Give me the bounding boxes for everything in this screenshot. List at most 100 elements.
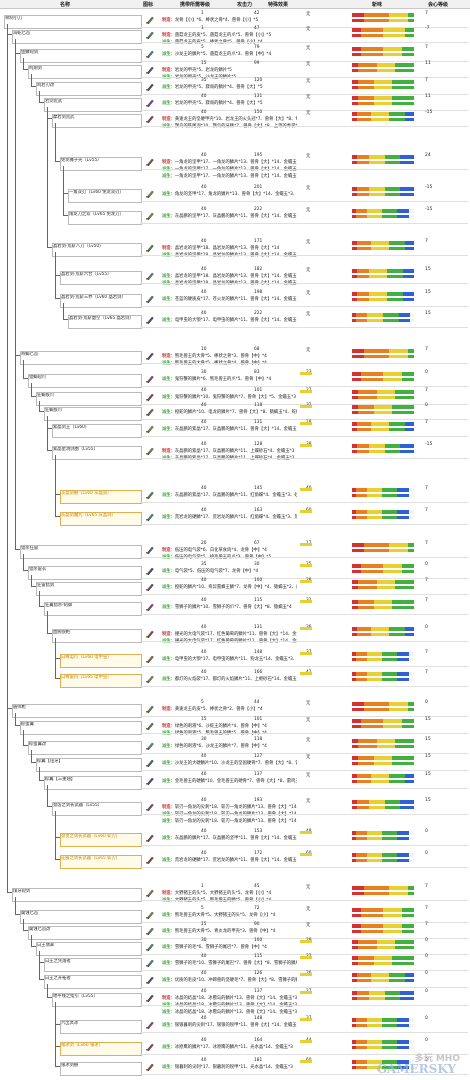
row-separator (140, 524, 468, 525)
sharpness-segment (373, 762, 393, 765)
sharpness-segment (352, 372, 362, 376)
materials: 派生：优质的毛皮*10、冲蹄兽的坚硬毛*7、兽骨【大】*8、雪狮子的鳞片*4 (162, 977, 297, 984)
weapon-name: 征服之剑长武器（Lv65 斩刃） (60, 855, 142, 869)
special-effect: 无 (306, 718, 311, 723)
sharpness-segment (383, 564, 402, 568)
attack-value: 198 (254, 290, 263, 295)
sharpness-bar-bonus (352, 570, 414, 573)
sharpness-segment (366, 658, 382, 661)
sharpness-bar (352, 1040, 414, 1044)
materials: 派生：雪狮子的毛*10、雪狮子的尾巴*7、兽骨【大】*8、雪狮子的鳞片*4 (162, 960, 297, 967)
weapon-name: 鸣翔剑 (28, 65, 142, 79)
affinity-value: -15 (425, 207, 433, 212)
sharpness-bar-bonus (352, 725, 414, 728)
attack-value: 118 (254, 737, 263, 742)
material-line: 派生：雪狮子的毛*6、雪狮子的尾巴*7、兽骨【中】*4 (162, 945, 267, 950)
affinity-value: 0 (425, 562, 428, 567)
derive-tag: 派生 (162, 945, 171, 950)
sharpness-segment (404, 973, 414, 977)
affinity-value: 7 (425, 906, 428, 911)
sharpness-segment (356, 633, 371, 636)
attack-value: 44 (254, 700, 260, 705)
wing4-icon (145, 776, 155, 786)
required-level: 40 (201, 94, 207, 99)
sharpness-segment (409, 1060, 414, 1064)
sharpness-segment (381, 859, 397, 862)
sharpness-segment (373, 80, 393, 84)
sharpness-segment (352, 780, 357, 783)
sharpness-bar-bonus (352, 892, 414, 895)
material-text: 岩龙的甲壳*5、骤雨的鳞片*4、兽骨【大】*5 (174, 85, 263, 90)
sharpness-segment (352, 774, 357, 778)
tree-connector (31, 86, 36, 87)
tree-connector (55, 1066, 60, 1067)
required-level: 5 (201, 700, 204, 705)
weapon-name: 猎杀雷衣 (28, 566, 142, 580)
sharpness-bar-bonus (352, 708, 414, 711)
sharpness-segment (352, 914, 362, 917)
tree-connector (31, 586, 36, 587)
sharpness-segment (352, 745, 359, 748)
attack-value: 171 (254, 239, 263, 244)
row-separator (140, 306, 468, 307)
weapon-name: 猎蝎短爪 (28, 374, 142, 388)
sharpness-segment (352, 444, 357, 448)
sharpness-segment (356, 450, 370, 453)
weapon-name: 灰晶剑魔咒（Lv65 灰晶剑） (60, 512, 142, 526)
sharpness-segment (355, 1018, 367, 1022)
required-level: 40 (201, 829, 207, 834)
sharpness-segment (370, 979, 390, 982)
claw-icon (145, 374, 155, 384)
sharpness-segment (400, 800, 414, 804)
sharpness-bar (352, 349, 414, 353)
material-text: 荒岩龙的硬鳞*17、荒岩龙的鳞片*11、兽骨【大】*14、金蟾玉*3、斩刃一角龙… (174, 858, 297, 863)
material-text: 绿色的刺液*6、沙蛇王的鳞片*4、兽骨【中】*4 (174, 724, 267, 729)
sharpness-segment (356, 780, 371, 783)
derive-tag: 派生 (162, 978, 171, 983)
affinity-value: 7 (425, 420, 428, 425)
sharpness-segment (404, 627, 414, 631)
affinity-value: 11 (425, 61, 431, 66)
produce-tag: 制造 (162, 246, 171, 251)
required-level: 40 (201, 1058, 207, 1063)
sharpness-segment (352, 355, 365, 358)
sharpness-segment (355, 652, 367, 656)
material-line: 派生：橙蛇的鳞片*10、电龙的鳞片*7、兽骨【大】*8、猿蝎玉*4、蛇蝎的鳞片*… (162, 409, 297, 416)
affinity-value: 7 (425, 508, 428, 513)
row-separator (140, 845, 468, 846)
tree-connector (55, 494, 60, 495)
required-level: 40 (201, 989, 207, 994)
header-slots: 会心等级 (428, 2, 449, 8)
sharpness-segment (352, 450, 357, 453)
required-level: 40 (201, 971, 207, 976)
sharpness-bar-bonus (352, 1046, 414, 1049)
row-separator (140, 436, 468, 437)
sharpness-segment (352, 930, 362, 933)
material-line: 派生：绿色的刺液*6、沙龙王的鳞片*7、兽骨【中】*4 (162, 744, 267, 749)
tree-connector (55, 161, 60, 162)
weapon-name: 角龙刀之双（Lv65 免龙刀） (68, 211, 142, 225)
materials: 派生：荒岩龙的硬鳞*17、荒岩龙的鳞片*11、红角蝶*4、金蟾玉*3、荒岩龙的鳞… (162, 514, 297, 521)
sharpness-segment (364, 702, 390, 706)
sharpness-segment (409, 1066, 414, 1069)
required-level: 40 (201, 625, 207, 630)
affinity-value: 15 (425, 798, 431, 803)
sharpness-segment (396, 678, 410, 681)
sharpness-segment (383, 719, 402, 723)
tree-connector (63, 215, 68, 216)
required-level: 35 (201, 562, 207, 567)
material-line: 制造：一角龙的坚甲*17、一角龙的鳞片*13、兽骨【大】*14、金蟾玉*3 (162, 159, 297, 166)
material-line: 派生：冰晶的结晶*18、冰雹岛的鳞片*13、兽骨【大】*14、金蟾玉*3 (162, 1010, 297, 1015)
sharpness-bar (352, 564, 414, 568)
row-separator (140, 954, 468, 955)
sharpness-bar (352, 956, 414, 960)
material-text: 金毛兽王的硬鳞*10、金毛兽王的硬骨*7、兽骨【大】*8、雷鸣玉*4 (174, 779, 297, 784)
weapon-name: 白缘雷闪（Lv65 电甲虫） (60, 674, 142, 688)
sharpness-segment (381, 837, 397, 840)
sharpness-segment (352, 652, 356, 656)
tree-branch (47, 785, 48, 806)
sharpness-segment (366, 1066, 382, 1069)
sharpness-bar (352, 831, 414, 835)
material-line: 派生：雪狮子的鳞片*10、雪狮子的爪*7、兽骨【大】*8、猿蝎玉*4 (162, 605, 292, 610)
materials: 制造：撞光的大电气袋*17、红色葡萄的鳞片*11、兽骨【大】*14、金蟾玉*3 派… (162, 631, 297, 645)
